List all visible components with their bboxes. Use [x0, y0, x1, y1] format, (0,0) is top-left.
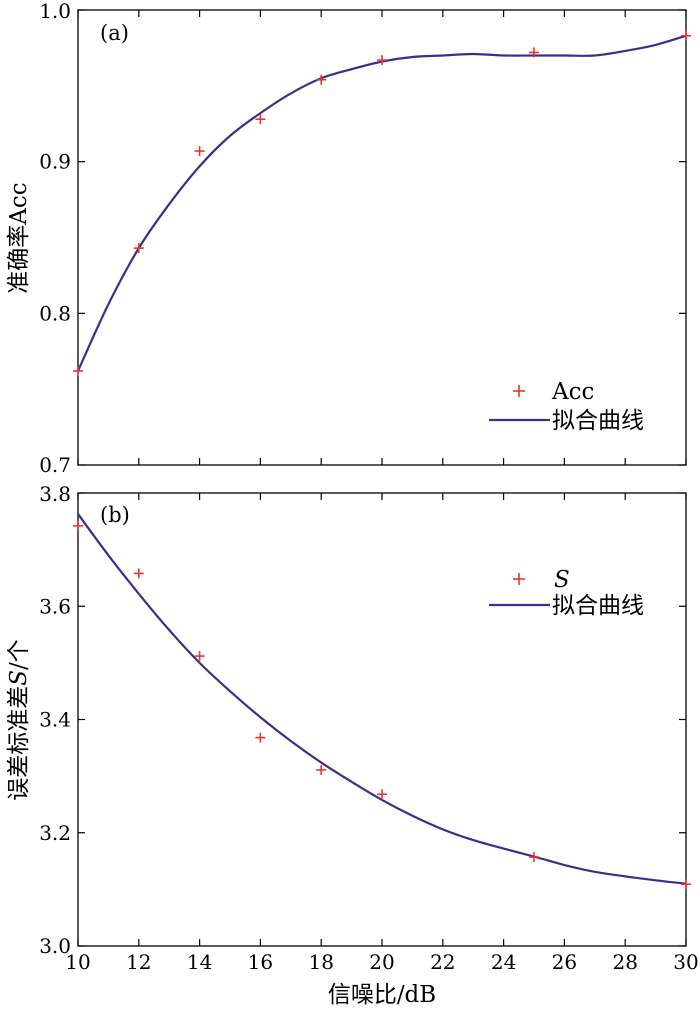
- data-point: [529, 852, 539, 863]
- fit-curve-b: [77, 513, 687, 885]
- tick-marks-a: [77, 9, 687, 466]
- data-point: [73, 520, 83, 531]
- x-tick-label: 22: [430, 950, 455, 974]
- y-axis-title-b: 误差标准差S/个: [6, 639, 32, 801]
- data-point: [681, 30, 691, 41]
- y-tick-label: 0.8: [39, 301, 71, 325]
- y-tick-label: 1.0: [39, 0, 71, 23]
- legend-label-fit-b: 拟合曲线: [552, 593, 644, 619]
- y-axis-title-b-part1: 误差标准差: [6, 686, 32, 801]
- x-tick-label: 30: [673, 950, 698, 974]
- y-tick-labels-a: 0.7 0.8 0.9 1.0: [39, 0, 71, 477]
- y-tick-label: 0.9: [39, 150, 71, 174]
- x-axis-title: 信噪比/dB: [328, 982, 436, 1008]
- x-tick-label: 10: [65, 950, 90, 974]
- x-tick-label: 18: [308, 950, 333, 974]
- x-tick-label: 14: [187, 950, 212, 974]
- y-axis-title-a: 准确率Acc: [6, 182, 32, 293]
- panel-label-a: (a): [100, 21, 129, 45]
- data-point: [73, 365, 83, 376]
- data-point: [133, 568, 144, 579]
- fit-curve-line: [77, 513, 687, 885]
- plot-frame-a: [77, 9, 687, 466]
- fit-curve-a: [76, 34, 687, 372]
- data-point: [255, 732, 266, 743]
- legend-a: Acc 拟合曲线: [489, 379, 644, 434]
- data-points-a: [73, 30, 691, 376]
- y-axis-title-b-part2: /个: [6, 639, 32, 670]
- x-tick-label: 16: [248, 950, 273, 974]
- data-point: [377, 55, 387, 66]
- x-tick-label: 26: [552, 950, 577, 974]
- x-tick-labels-b: 10 12 14 16 18 20 22 24 26 28 30: [65, 950, 698, 974]
- y-tick-labels-b: 3.0 3.2 3.4 3.6 3.8: [39, 482, 71, 958]
- panel-label-b: (b): [100, 503, 130, 527]
- y-axis-title-b-symbol: S: [6, 670, 32, 686]
- y-tick-label: 3.8: [39, 482, 71, 506]
- data-point: [316, 74, 327, 85]
- x-tick-label: 24: [491, 950, 516, 974]
- chart-panel-b: 10 12 14 16 18 20 22 24 26 28 30 3.0 3.2 3.4 3.6 3.8 (…: [6, 482, 699, 1008]
- legend-b: S 拟合曲线: [489, 567, 644, 619]
- tick-marks-b: [77, 492, 687, 947]
- y-tick-label: 3.4: [39, 708, 71, 732]
- data-point: [194, 146, 205, 157]
- data-point: [681, 879, 691, 890]
- y-tick-label: 3.6: [39, 594, 71, 618]
- data-point: [377, 789, 387, 800]
- x-tick-label: 12: [126, 950, 151, 974]
- y-tick-label: 3.2: [39, 821, 71, 845]
- data-point: [133, 243, 144, 254]
- legend-label-acc: Acc: [551, 379, 594, 405]
- data-point: [529, 47, 539, 58]
- y-tick-label: 3.0: [39, 934, 71, 958]
- legend-label-s: S: [554, 567, 570, 593]
- data-point: [316, 764, 327, 775]
- x-tick-label: 28: [612, 950, 637, 974]
- data-point: [255, 114, 266, 125]
- x-tick-label: 20: [369, 950, 394, 974]
- data-point: [194, 651, 205, 662]
- data-points-b: [73, 520, 691, 890]
- fit-curve-line: [76, 34, 687, 372]
- chart-panel-a: 0.7 0.8 0.9 1.0 (a) 准确率Acc Acc 拟合曲线: [6, 0, 691, 477]
- legend-label-fit-a: 拟合曲线: [552, 408, 644, 434]
- y-tick-label: 0.7: [39, 453, 71, 477]
- plot-frame-b: [77, 492, 687, 947]
